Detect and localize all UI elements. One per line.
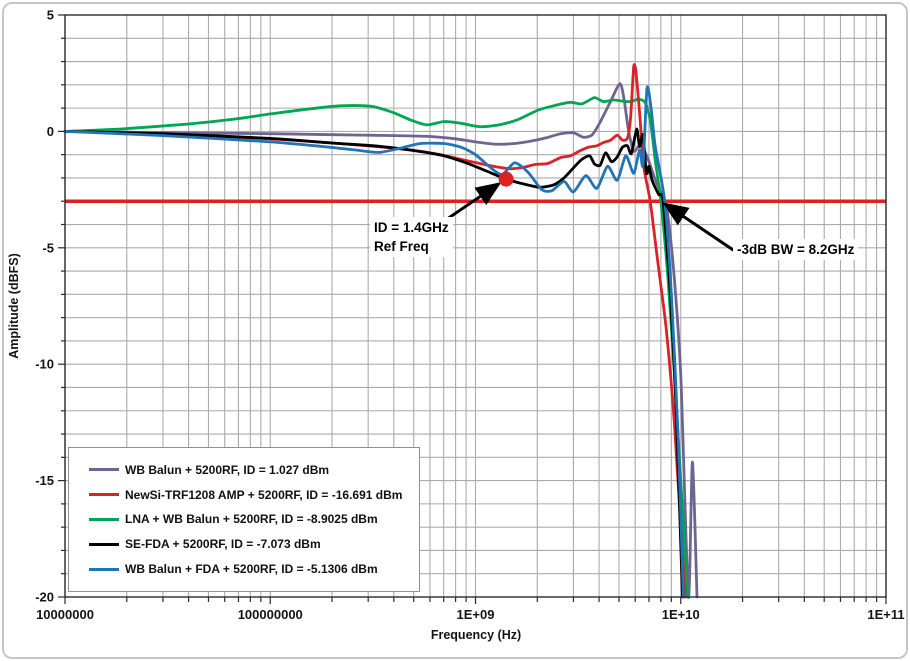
y-tick-label: -15 — [35, 473, 54, 488]
x-tick-label: 1E+11 — [867, 607, 904, 622]
legend-label: WB Balun + FDA + 5200RF, ID = -5.1306 dB… — [125, 562, 378, 577]
legend-swatch-se-fda-5200rf — [89, 542, 119, 546]
series-line-lna-wb-balun-5200rf — [63, 96, 689, 599]
x-tick-label: 10000000 — [36, 607, 94, 622]
annotation-arrow-ref-freq — [441, 182, 502, 224]
legend-swatch-wb-balun-fda-5200rf — [89, 567, 119, 571]
ref-freq-marker-dot — [498, 171, 514, 187]
legend-label: WB Balun + 5200RF, ID = 1.027 dBm — [125, 462, 330, 477]
y-tick-label: -10 — [35, 357, 54, 372]
x-axis-title: Frequency (Hz) — [430, 628, 522, 642]
annotation-3db-bw: -3dB BW = 8.2GHz — [733, 239, 859, 260]
annotation-3db-bw-line1: -3dB BW = 8.2GHz — [737, 242, 855, 257]
legend-swatch-lna-wb-balun-5200rf — [89, 517, 119, 521]
series-line-wb-balun-5200rf — [63, 82, 699, 599]
annotation-ref-freq-line1: ID = 1.4GHz — [374, 220, 449, 235]
legend-item-lna-wb-balun-5200rf: LNA + WB Balun + 5200RF, ID = -8.9025 dB… — [89, 512, 415, 526]
x-tick-label: 1E+10 — [662, 607, 700, 622]
legend-item-se-fda-5200rf: SE-FDA + 5200RF, ID = -7.073 dBm — [89, 537, 415, 551]
annotation-arrow-bw — [662, 202, 736, 253]
legend-label: NewSi-TRF1208 AMP + 5200RF, ID = -16.691… — [125, 487, 403, 502]
legend: WB Balun + 5200RF, ID = 1.027 dBm NewSi-T… — [68, 447, 420, 592]
legend-label: SE-FDA + 5200RF, ID = -7.073 dBm — [125, 537, 321, 552]
series-line-wb-balun-fda-5200rf — [63, 85, 685, 599]
y-tick-label: -20 — [35, 590, 54, 605]
legend-swatch-newsi-trf1208-amp-5200rf — [89, 493, 119, 497]
annotation-ref-freq: ID = 1.4GHz Ref Freq — [370, 217, 453, 257]
legend-label: LNA + WB Balun + 5200RF, ID = -8.9025 dB… — [125, 512, 378, 527]
legend-item-wb-balun-fda-5200rf: WB Balun + FDA + 5200RF, ID = -5.1306 dB… — [89, 562, 415, 576]
legend-swatch-wb-balun-5200rf — [89, 468, 119, 472]
y-tick-label: 0 — [47, 124, 54, 139]
series-line-se-fda-5200rf — [63, 127, 684, 599]
legend-item-wb-balun-5200rf: WB Balun + 5200RF, ID = 1.027 dBm — [89, 463, 415, 477]
y-tick-label: -5 — [42, 240, 54, 255]
x-tick-label: 1E+09 — [457, 607, 495, 622]
x-tick-label: 100000000 — [238, 607, 303, 622]
y-axis-title: Amplitude (dBFS) — [7, 253, 21, 359]
annotation-ref-freq-line2: Ref Freq — [374, 239, 429, 254]
y-tick-label: 5 — [47, 8, 54, 23]
legend-item-newsi-trf1208-amp-5200rf: NewSi-TRF1208 AMP + 5200RF, ID = -16.691… — [89, 488, 415, 502]
